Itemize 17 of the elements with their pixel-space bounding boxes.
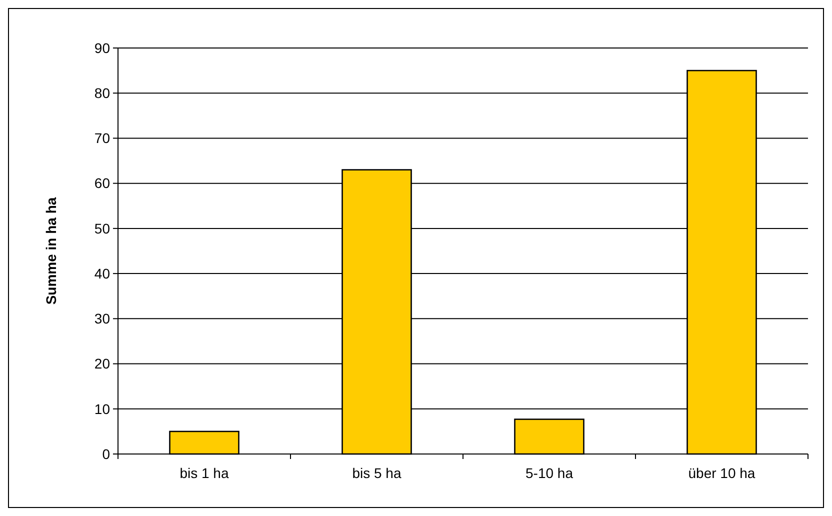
bar [514, 418, 584, 455]
y-tick-label: 80 [94, 85, 110, 102]
y-tick-label: 90 [94, 40, 110, 56]
y-axis-title: Summe in ha ha [43, 197, 59, 305]
x-tick-label: bis 5 ha [352, 465, 402, 481]
x-tick-label: über 10 ha [688, 465, 756, 481]
y-tick-label: 60 [94, 175, 110, 192]
y-tick-label: 30 [94, 310, 110, 327]
bar [169, 430, 240, 455]
y-tick-label: 70 [94, 130, 110, 146]
y-tick-label: 10 [94, 400, 110, 417]
y-tick-label: 0 [102, 446, 110, 462]
x-tick-label: 5-10 ha [526, 465, 574, 481]
y-tick-label: 20 [94, 356, 110, 372]
x-tick-label: bis 1 ha [180, 465, 229, 481]
y-tick-label: 50 [94, 220, 110, 236]
y-tick-label: 40 [94, 265, 110, 282]
